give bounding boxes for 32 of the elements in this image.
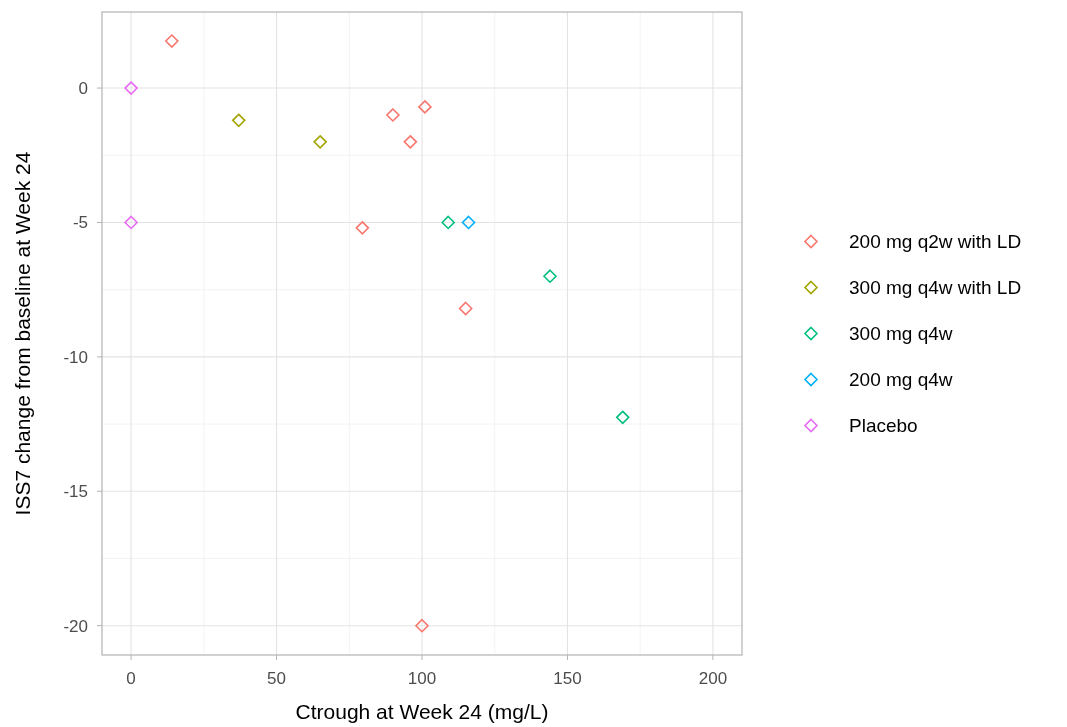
x-tick-label: 100 — [407, 669, 437, 688]
y-tick-label: 0 — [78, 79, 88, 99]
point — [386, 108, 400, 122]
x-axis-title: Ctrough at Week 24 (mg/L) — [295, 700, 549, 723]
x-tick-label: 200 — [698, 669, 728, 688]
x-tick-label: 50 — [267, 669, 287, 688]
point — [313, 135, 327, 149]
legend-label: 200 mg q4w — [849, 369, 953, 391]
point — [124, 215, 138, 230]
legend-label: Placebo — [849, 415, 918, 437]
point — [124, 81, 138, 95]
point — [355, 221, 370, 235]
y-tick-label: -20 — [63, 616, 88, 636]
point — [461, 215, 476, 230]
x-tick-label: 0 — [126, 669, 136, 688]
legend-label: 300 mg q4w with LD — [849, 277, 1022, 299]
x-tick-label: 150 — [553, 669, 582, 688]
point — [415, 618, 429, 633]
point — [441, 215, 455, 230]
y-tick-label: -10 — [63, 347, 88, 367]
point — [543, 269, 557, 284]
point — [231, 113, 246, 128]
point — [403, 135, 418, 149]
point — [418, 100, 432, 114]
point — [615, 410, 630, 425]
y-tick-label: -5 — [72, 213, 88, 233]
legend-label: 200 mg q2w with LD — [849, 231, 1022, 253]
point — [458, 301, 473, 316]
y-tick-label: -15 — [63, 482, 88, 502]
y-axis-title: ISS7 change from baseline at Week 24 — [11, 151, 34, 516]
point — [165, 34, 179, 48]
legend-label: 300 mg q4w — [849, 323, 953, 345]
